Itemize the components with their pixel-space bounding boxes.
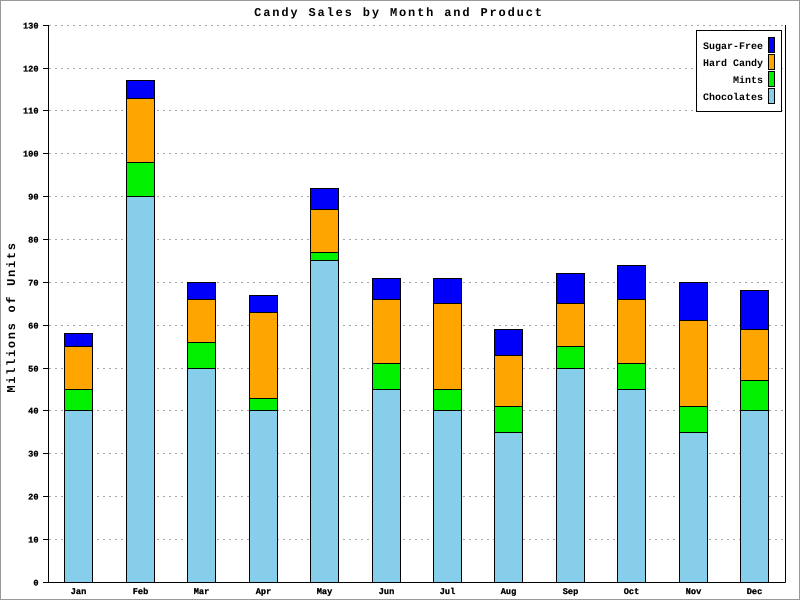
svg-text:80: 80 <box>28 236 38 246</box>
svg-text:Jun: Jun <box>379 587 394 597</box>
svg-text:Sugar-Free: Sugar-Free <box>703 42 763 53</box>
svg-text:May: May <box>317 587 332 597</box>
svg-text:70: 70 <box>28 279 38 289</box>
svg-text:Mints: Mints <box>733 75 763 87</box>
svg-text:Dec: Dec <box>747 587 762 597</box>
svg-text:Chocolates: Chocolates <box>703 92 763 104</box>
svg-text:60: 60 <box>28 322 38 332</box>
svg-text:90: 90 <box>28 193 38 203</box>
svg-text:Aug: Aug <box>501 587 516 597</box>
svg-text:Sep: Sep <box>563 587 578 597</box>
svg-text:10: 10 <box>28 536 38 546</box>
svg-text:Millions of Units: Millions of Units <box>5 241 19 392</box>
svg-text:20: 20 <box>28 493 38 503</box>
svg-text:Nov: Nov <box>686 587 701 597</box>
svg-text:30: 30 <box>28 450 38 460</box>
svg-text:Mar: Mar <box>194 587 209 597</box>
svg-text:0: 0 <box>33 579 38 589</box>
svg-text:110: 110 <box>23 107 38 117</box>
svg-text:Jul: Jul <box>440 587 455 597</box>
svg-text:Apr: Apr <box>256 587 271 597</box>
svg-text:Jan: Jan <box>71 587 86 597</box>
svg-text:130: 130 <box>23 22 38 32</box>
svg-text:100: 100 <box>23 150 38 160</box>
svg-text:Oct: Oct <box>624 587 639 597</box>
svg-text:Feb: Feb <box>133 587 148 597</box>
svg-text:40: 40 <box>28 407 38 417</box>
svg-text:50: 50 <box>28 365 38 375</box>
svg-text:Candy Sales by Month and Produ: Candy Sales by Month and Product <box>254 6 544 20</box>
svg-text:Hard Candy: Hard Candy <box>703 58 763 70</box>
svg-text:120: 120 <box>23 65 38 75</box>
